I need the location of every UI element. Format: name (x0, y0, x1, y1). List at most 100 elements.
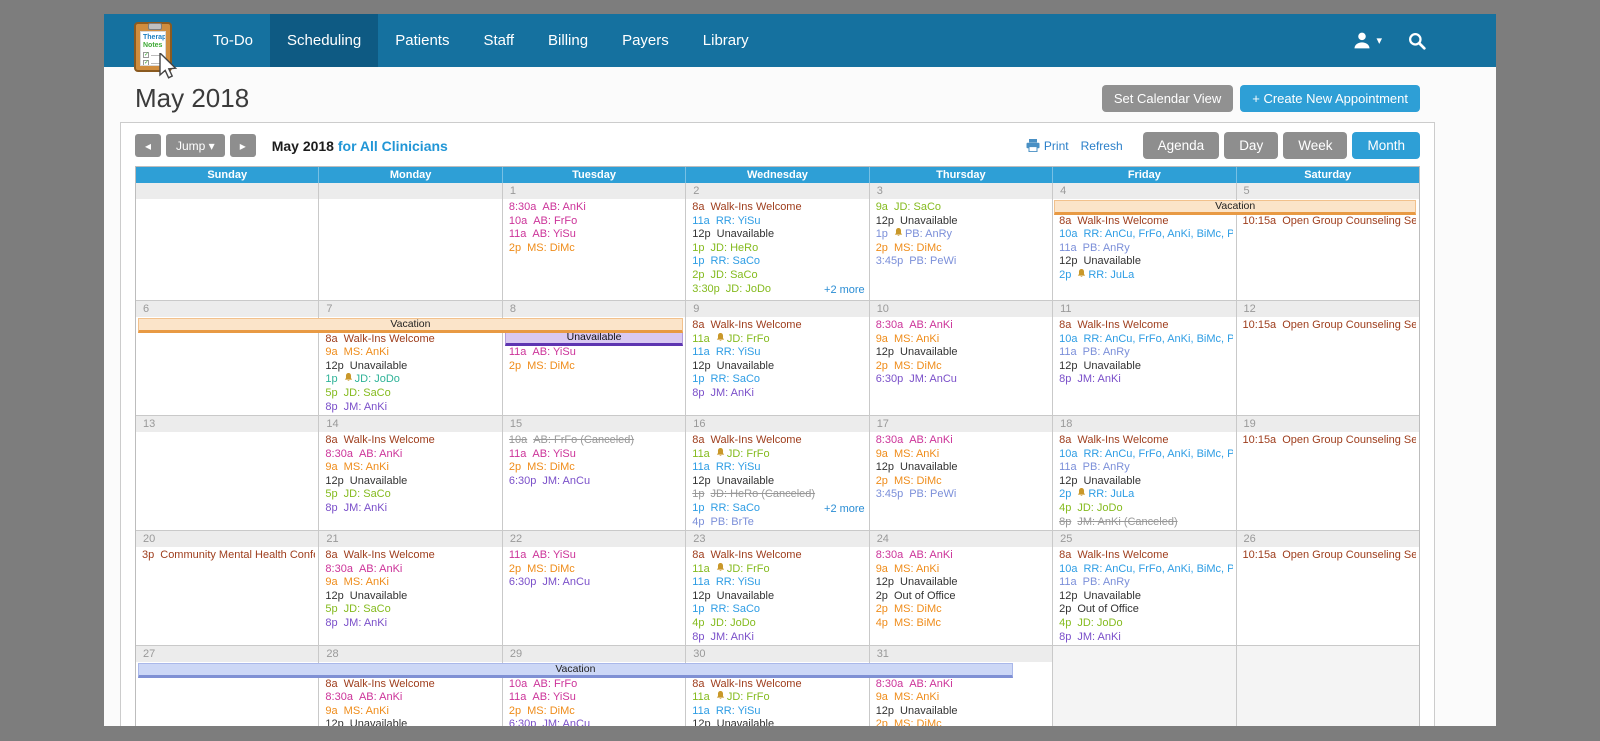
appointment-item[interactable]: 12p Unavailable (692, 228, 775, 241)
appointment-item[interactable]: 4p JD: JoDo (692, 616, 756, 629)
appointment-item[interactable]: 6:30p JM: AnCu (508, 474, 591, 487)
appointment-item[interactable]: 9a MS: AnKi (875, 332, 940, 345)
day-cell-9[interactable]: 9 8a Walk-Ins Welcome 11a JD: FrFo 11a RR: YiS… (685, 301, 869, 415)
appointment-item[interactable]: 12p Unavailable (875, 576, 958, 589)
appointment-item[interactable]: 11a AB: YiSu (508, 447, 576, 460)
next-month-button[interactable]: ▸ (229, 134, 256, 157)
day-cell-15[interactable]: 15 10a AB: FrFo (Canceled) 11a AB: YiSu 2p MS:… (501, 416, 686, 530)
appointment-item[interactable]: 12p Unavailable (1059, 474, 1141, 487)
day-cell-14[interactable]: 14 8a Walk-Ins Welcome 8:30a AB: AnKi 9a MS: A… (318, 416, 502, 530)
appointment-item[interactable]: 11a PB: AnRy (1059, 346, 1130, 359)
day-cell-16[interactable]: 16 8a Walk-Ins Welcome 11a JD: FrFo 11a RR: Yi… (685, 416, 869, 530)
appointment-item[interactable]: 12p Unavailable (875, 346, 958, 359)
appointment-item[interactable]: 11a AB: YiSu (508, 691, 576, 704)
appointment-item[interactable]: 8a Walk-Ins Welcome (1059, 434, 1169, 446)
day-cell-13[interactable]: 13 (136, 416, 319, 530)
appointment-item[interactable]: 8a Walk-Ins Welcome (692, 319, 802, 331)
nav-item-billing[interactable]: Billing (548, 32, 589, 49)
appointment-item[interactable]: 8p JM: AnKi (325, 616, 388, 629)
view-button-agenda[interactable]: Agenda (1142, 132, 1220, 159)
appointment-item[interactable]: 8p JM: AnKi (1059, 373, 1121, 386)
appointment-item[interactable]: 8:30a AB: AnKi (325, 562, 403, 575)
appointment-item[interactable]: 8a Walk-Ins Welcome (692, 549, 802, 561)
appointment-item[interactable]: 12p Unavailable (325, 718, 408, 726)
appointment-item[interactable]: 10a AB: FrFo (508, 214, 578, 227)
day-cell-2[interactable]: 2 8a Walk-Ins Welcome 11a RR: YiSu 12p Unavail… (685, 183, 869, 300)
day-cell-25[interactable]: 25 8a Walk-Ins Welcome 10a RR: AnCu, FrFo, A… (1052, 531, 1236, 645)
print-link[interactable]: Print (1026, 139, 1069, 153)
appointment-item[interactable]: 12p Unavailable (692, 359, 775, 372)
create-new-appointment-button[interactable]: + Create New Appointment (1240, 85, 1420, 112)
appointment-item[interactable]: 9a MS: AnKi (325, 576, 389, 589)
appointment-item[interactable]: 1p JD: JoDo (325, 373, 400, 386)
appointment-item[interactable]: 9a MS: AnKi (325, 461, 389, 474)
appointment-item[interactable]: 12p Unavailable (1059, 589, 1141, 602)
appointment-item[interactable]: 8p JM: AnKi (692, 630, 754, 643)
appointment-item[interactable]: 2p Out of Office (1059, 603, 1139, 616)
appointment-item[interactable]: 8p JM: AnKi (692, 386, 754, 399)
appointment-item[interactable]: 8a Walk-Ins Welcome (325, 434, 435, 446)
appointment-item[interactable]: 4p PB: BrTe (692, 515, 754, 528)
appointment-item[interactable]: 1p PB: AnRy (875, 228, 953, 241)
day-cell-empty[interactable] (136, 183, 319, 300)
view-button-week[interactable]: Week (1283, 132, 1348, 159)
nav-item-library[interactable]: Library (702, 32, 749, 49)
appointment-item[interactable]: 4p JD: JoDo (1059, 501, 1123, 514)
appointment-item[interactable]: 2p MS: DiMc (508, 241, 575, 254)
jump-dropdown[interactable]: Jump ▾ (166, 134, 225, 157)
appointment-item[interactable]: 8:30a AB: AnKi (508, 201, 586, 213)
search-icon[interactable] (1408, 32, 1426, 50)
appointment-item[interactable]: 8p JM: AnKi (Canceled) (1059, 515, 1178, 528)
appointment-item[interactable]: 8:30a AB: AnKi (325, 447, 403, 460)
unavailable-banner[interactable]: Unavailable (504, 331, 684, 346)
appointment-item[interactable]: 8:30a AB: AnKi (325, 691, 403, 704)
appointment-item[interactable]: 12p Unavailable (325, 359, 408, 372)
appointment-item[interactable]: 11a RR: YiSu (692, 214, 761, 227)
scope-link[interactable]: for All Clinicians (337, 137, 448, 154)
appointment-item[interactable]: 9a MS: AnKi (325, 704, 389, 717)
nav-item-staff[interactable]: Staff (483, 32, 515, 49)
appointment-item[interactable]: 2p RR: JuLa (1059, 268, 1135, 281)
appointment-item[interactable]: 2p MS: DiMc (875, 718, 942, 726)
appointment-item[interactable]: 8a Walk-Ins Welcome (692, 677, 802, 690)
day-cell-empty[interactable] (1052, 646, 1236, 726)
appointment-item[interactable]: 12p Unavailable (875, 704, 958, 717)
appointment-item[interactable]: 11a JD: FrFo (692, 332, 770, 345)
appointment-item[interactable]: 11a JD: FrFo (692, 447, 770, 460)
vacation-banner[interactable]: Vacation (1054, 200, 1416, 215)
day-cell-30[interactable]: 30 8a Walk-Ins Welcome 11a JD: FrFo 11a RR: Yi… (685, 646, 869, 726)
appointment-item[interactable]: 9a MS: AnKi (875, 447, 940, 460)
day-cell-24[interactable]: 24 8:30a AB: AnKi 9a MS: AnKi 12p Unavailable 2… (868, 531, 1053, 645)
day-cell-empty[interactable] (318, 183, 502, 300)
day-cell-31[interactable]: 31 8:30a AB: AnKi 9a MS: AnKi 12p Unavailable 2… (868, 646, 1053, 726)
appointment-item[interactable]: 11a RR: YiSu (692, 346, 761, 359)
appointment-item[interactable]: 3:45p PB: PeWi (875, 488, 957, 501)
appointment-item[interactable]: 2p MS: DiMc (508, 562, 575, 575)
appointment-item[interactable]: 8p JM: AnKi (325, 501, 388, 514)
appointment-item[interactable]: 12p Unavailable (875, 214, 958, 227)
day-cell-1[interactable]: 1 8:30a AB: AnKi 10a AB: FrFo 11a AB: YiSu 2p MS… (501, 183, 686, 300)
appointment-item[interactable]: 12p Unavailable (692, 718, 775, 726)
vacation-banner[interactable]: Vacation (138, 318, 683, 333)
appointment-item[interactable]: 11a AB: YiSu (508, 346, 576, 359)
appointment-item[interactable]: 2p MS: DiMc (875, 359, 942, 372)
appointment-item[interactable]: 12p Unavailable (1059, 255, 1141, 268)
appointment-item[interactable]: 8a Walk-Ins Welcome (1059, 319, 1169, 331)
appointment-item[interactable]: 11a PB: AnRy (1059, 576, 1130, 589)
appointment-item[interactable]: 11a PB: AnRy (1059, 241, 1130, 254)
appointment-item[interactable]: 1p RR: SaCo (692, 603, 761, 616)
appointment-item[interactable]: 1p RR: SaCo (692, 255, 761, 268)
day-cell-10[interactable]: 10 8:30a AB: AnKi 9a MS: AnKi 12p Unavailable 2… (868, 301, 1053, 415)
appointment-item[interactable]: 6:30p JM: AnCu (508, 576, 591, 589)
appointment-item[interactable]: 8:30a AB: AnKi (875, 677, 953, 690)
appointment-item[interactable]: 8:30a AB: AnKi (875, 319, 953, 331)
appointment-item[interactable]: 2p MS: DiMc (875, 603, 942, 616)
more-link[interactable]: +2 more (821, 503, 865, 515)
appointment-item[interactable]: 9a JD: SaCo (875, 201, 942, 213)
